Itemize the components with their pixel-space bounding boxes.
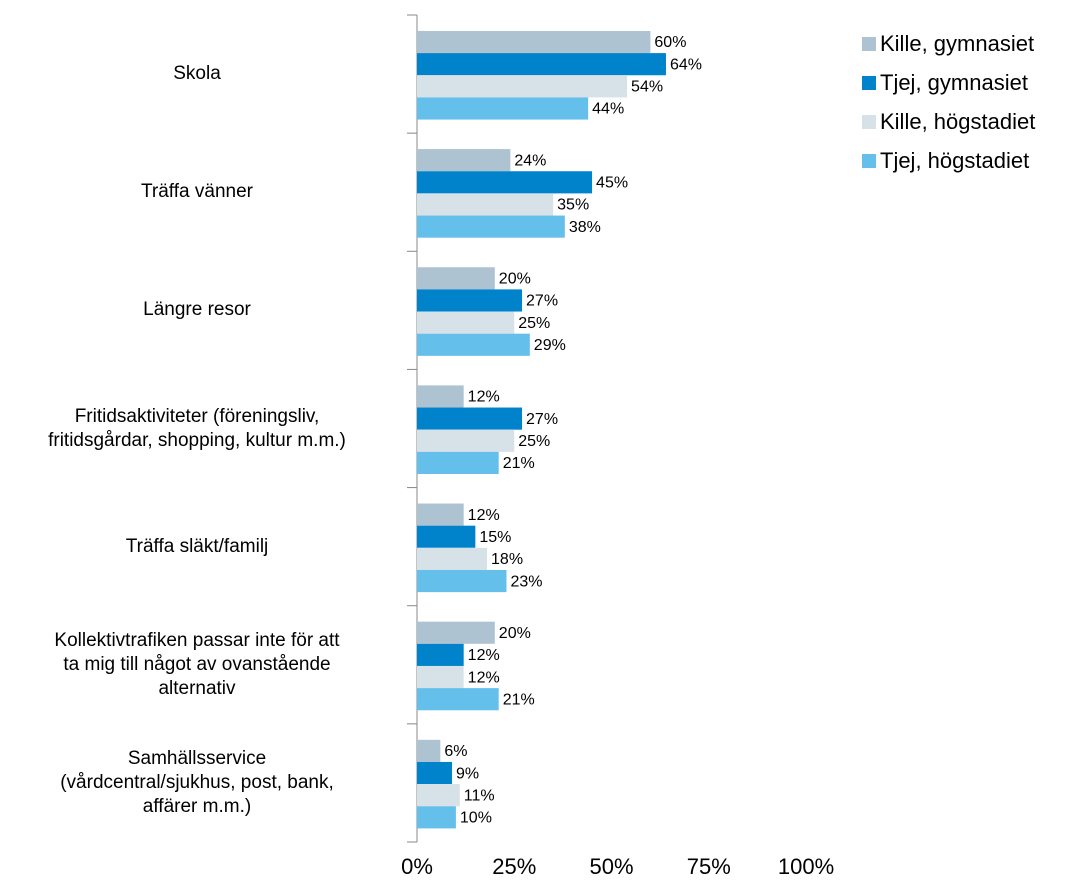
bar: [417, 215, 565, 238]
value-label: 44%: [592, 101, 624, 118]
value-label: 64%: [670, 56, 702, 73]
bar: [417, 569, 507, 593]
value-label: 21%: [503, 455, 535, 472]
legend-label: Kille, högstadiet: [880, 109, 1035, 134]
value-label: 29%: [534, 337, 566, 354]
value-label: 20%: [499, 625, 531, 642]
value-label: 9%: [456, 765, 479, 782]
x-tick-label: 75%: [687, 854, 731, 879]
value-label: 27%: [526, 411, 558, 428]
legend-label: Tjej, högstadiet: [880, 148, 1029, 173]
legend-label: Kille, gymnasiet: [880, 31, 1034, 56]
bar: [417, 429, 515, 452]
value-label: 23%: [510, 573, 542, 590]
bar: [417, 665, 464, 689]
value-label: 20%: [499, 271, 531, 288]
y-tick-label: Skola: [173, 63, 221, 85]
y-tick-label: Kollektivtrafiken passar inte för att ta…: [54, 629, 340, 699]
bar: [417, 75, 628, 98]
value-label: 12%: [468, 647, 500, 664]
legend-swatch: [862, 115, 876, 129]
value-label: 25%: [518, 315, 550, 332]
value-label: 12%: [468, 507, 500, 524]
legend-swatch: [862, 154, 876, 168]
value-label: 15%: [479, 529, 511, 546]
bar: [417, 289, 523, 312]
bar: [417, 806, 456, 829]
y-tick-label: Längre resor: [143, 299, 251, 321]
y-tick-label: Samhällsservice (vårdcentral/sjukhus, po…: [60, 747, 334, 817]
legend-label: Tjej, gymnasiet: [880, 70, 1028, 95]
bar: [417, 688, 499, 711]
bar: [417, 333, 530, 356]
bar: [417, 97, 589, 120]
value-label: 11%: [464, 787, 495, 804]
bar: [417, 30, 651, 54]
legend-swatch: [862, 37, 876, 51]
bar: [417, 451, 499, 474]
value-label: 45%: [596, 175, 628, 192]
value-label: 35%: [557, 197, 589, 214]
bar: [417, 547, 488, 570]
bar: [417, 385, 464, 408]
bar: [417, 739, 441, 762]
x-tick-label: 25%: [492, 854, 536, 879]
value-label: 25%: [518, 433, 550, 450]
value-label: 21%: [503, 691, 535, 708]
bar: [417, 149, 511, 172]
x-tick-label: 0%: [401, 854, 433, 879]
bar: [417, 193, 554, 216]
y-tick-label: Träffa vänner: [141, 181, 253, 203]
value-label: 12%: [468, 389, 500, 406]
bar: [417, 761, 453, 785]
x-tick-label: 50%: [589, 854, 633, 879]
bar: [417, 311, 515, 334]
legend-swatch: [862, 76, 876, 90]
bar: [417, 525, 476, 548]
bar: [417, 784, 460, 807]
value-label: 24%: [514, 152, 546, 169]
bar: [417, 621, 495, 644]
bar: [417, 643, 464, 666]
value-label: 18%: [491, 551, 523, 568]
bar: [417, 53, 666, 76]
bar: [417, 171, 593, 194]
y-tick-label: Träffa släkt/familj: [125, 535, 269, 557]
value-label: 6%: [444, 743, 467, 760]
value-label: 12%: [468, 669, 500, 686]
value-label: 38%: [569, 219, 601, 236]
bar: [417, 267, 495, 290]
x-tick-label: 100%: [778, 854, 834, 879]
y-tick-label: Fritidsaktiviteter (föreningsliv, fritid…: [48, 405, 346, 451]
bar: [417, 503, 464, 526]
value-label: 27%: [526, 293, 558, 310]
value-label: 54%: [631, 79, 663, 96]
value-label: 10%: [460, 810, 492, 827]
value-label: 60%: [654, 34, 686, 51]
bar: [417, 407, 523, 430]
